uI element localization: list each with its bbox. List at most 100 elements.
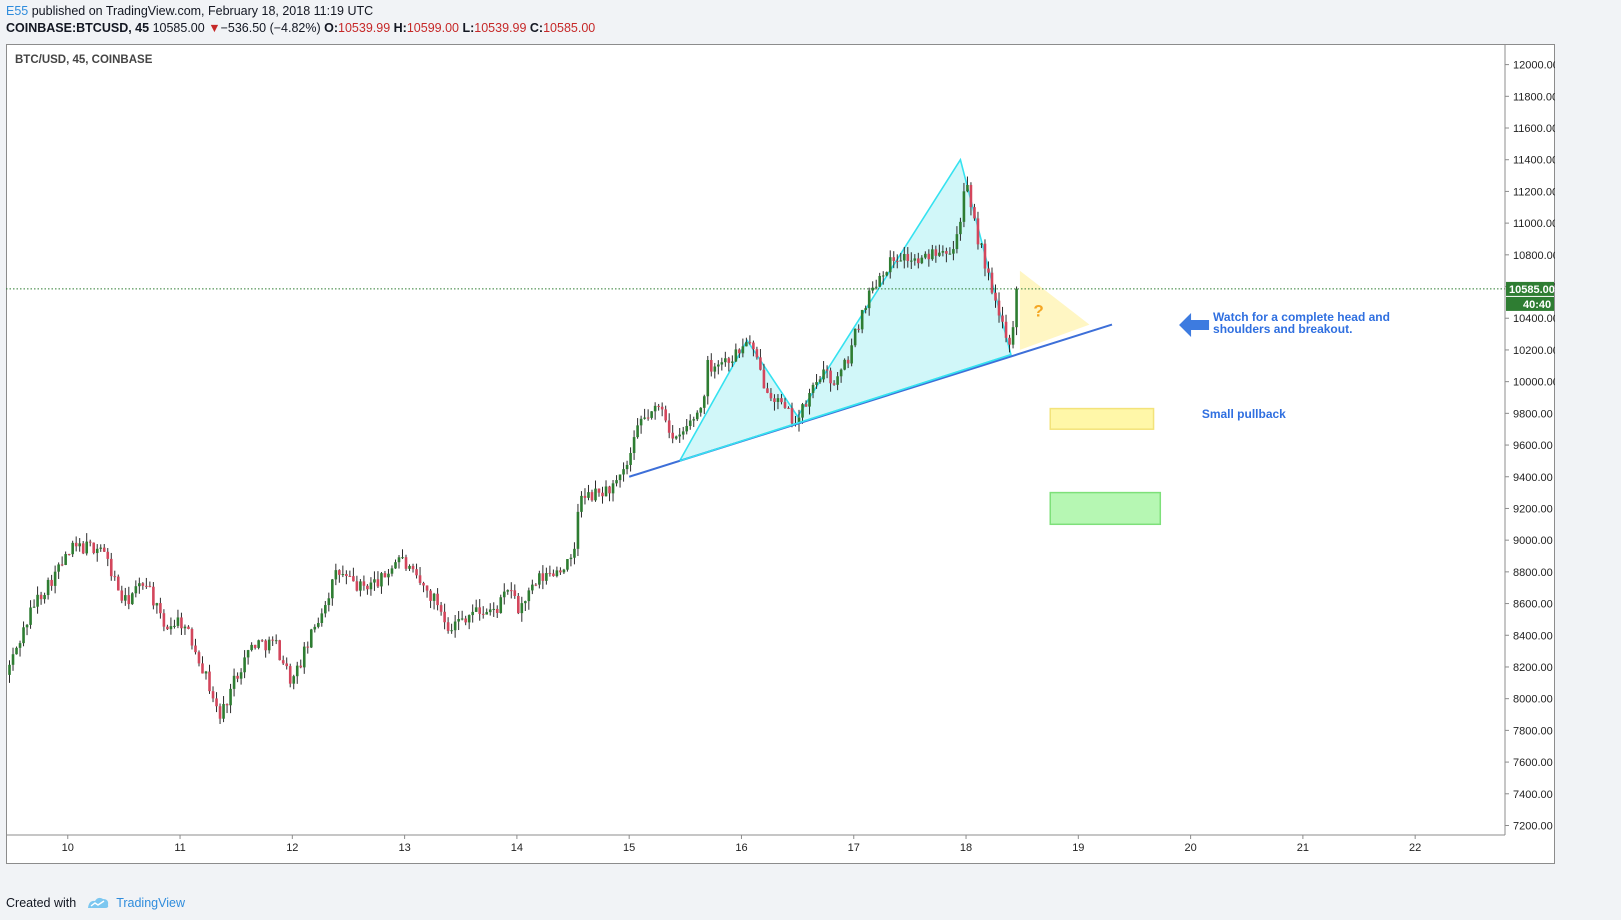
footer: Created with TradingView xyxy=(6,896,185,910)
candle xyxy=(762,369,766,389)
candle xyxy=(555,570,559,577)
candle xyxy=(902,254,906,261)
candle xyxy=(909,260,913,262)
candle xyxy=(32,606,36,608)
candle xyxy=(987,268,990,273)
candle xyxy=(95,548,99,554)
candle xyxy=(359,581,362,591)
candle xyxy=(457,618,460,622)
candle xyxy=(197,652,201,664)
candle xyxy=(74,542,78,547)
candle xyxy=(232,675,236,689)
candle xyxy=(369,582,373,590)
candle xyxy=(769,392,773,399)
candle xyxy=(962,191,966,222)
candle xyxy=(850,345,853,364)
candle xyxy=(931,249,934,260)
time-tick-label: 18 xyxy=(960,842,972,854)
candle xyxy=(713,366,717,372)
candle xyxy=(492,608,496,610)
time-tick-label: 15 xyxy=(623,842,635,854)
candle xyxy=(983,243,987,269)
candle xyxy=(467,615,471,623)
author-link[interactable]: E55 xyxy=(6,4,29,18)
candle xyxy=(302,646,306,668)
open-label: O: xyxy=(324,21,339,35)
candle xyxy=(650,411,653,418)
candle xyxy=(548,573,552,575)
candle xyxy=(660,406,664,410)
candle xyxy=(976,218,980,245)
tradingview-link[interactable]: TradingView xyxy=(116,896,185,910)
candle xyxy=(748,342,752,344)
candle xyxy=(415,569,418,576)
candle xyxy=(162,613,166,627)
price-tick-label: 9000.00 xyxy=(1513,535,1553,547)
candle xyxy=(692,419,696,421)
candle xyxy=(541,573,545,581)
candle xyxy=(527,590,531,602)
candle xyxy=(50,579,53,586)
candle xyxy=(783,402,787,408)
candle xyxy=(71,542,74,555)
candle xyxy=(495,608,499,613)
time-tick-label: 10 xyxy=(62,842,74,854)
candle xyxy=(990,272,994,293)
candle xyxy=(313,626,317,630)
candle xyxy=(646,417,650,419)
candle xyxy=(236,675,239,679)
question-mark-annotation: ? xyxy=(1033,302,1043,321)
candle xyxy=(720,362,724,365)
candle xyxy=(159,603,162,614)
candle xyxy=(559,570,562,573)
price-axis[interactable]: 12000.00 11800.00 11600.00 11400.00 11200.00… xyxy=(1504,44,1555,835)
candle xyxy=(639,418,643,426)
candle xyxy=(695,412,699,420)
candle xyxy=(267,639,271,651)
candle xyxy=(941,251,945,253)
candle xyxy=(709,359,713,372)
candle xyxy=(422,582,425,586)
candle xyxy=(166,626,169,630)
candle xyxy=(176,617,180,626)
high-value: 10599.00 xyxy=(406,21,459,35)
chart-canvas[interactable]: BTC/USD, 45, COINBASE Watch for a comple… xyxy=(6,44,1555,880)
candle xyxy=(738,349,741,354)
candle xyxy=(78,543,81,547)
candle xyxy=(243,657,246,673)
candle xyxy=(822,369,825,380)
price-tick-label: 10000.00 xyxy=(1513,377,1555,389)
time-axis[interactable]: 10 11 12 13 14 15 16 17 18 19 20 21 22 xyxy=(6,834,1505,854)
candle xyxy=(295,665,299,677)
candle xyxy=(278,640,281,661)
candle xyxy=(576,511,580,549)
candle xyxy=(64,554,67,565)
price-tick-label: 8200.00 xyxy=(1513,662,1553,674)
candle xyxy=(759,357,762,370)
candle xyxy=(376,579,380,587)
candle xyxy=(88,541,92,543)
price-tick-label: 7200.00 xyxy=(1513,820,1553,832)
candle xyxy=(1008,337,1011,345)
annotation-watch-text: Watch for a complete head and xyxy=(1213,310,1390,324)
left-arrow-icon xyxy=(1179,312,1210,337)
candle xyxy=(345,574,348,577)
candle xyxy=(260,640,264,642)
candle xyxy=(969,184,973,208)
candle xyxy=(327,598,331,606)
candle xyxy=(632,437,636,454)
candle xyxy=(913,258,917,261)
candle xyxy=(681,431,685,435)
candle xyxy=(246,650,250,658)
candle xyxy=(502,591,506,598)
candle xyxy=(836,376,839,385)
last-price: 10585.00 xyxy=(152,21,205,35)
candle xyxy=(281,660,285,664)
symbol-label: COINBASE:BTCUSD, 45 xyxy=(6,21,150,35)
chart-header: E55 published on TradingView.com, Februa… xyxy=(6,3,595,37)
candle xyxy=(611,483,615,494)
price-change: −536.50 (−4.82%) xyxy=(220,21,321,35)
candle xyxy=(657,405,660,407)
current-price-tag-label: 10585.00 xyxy=(1509,284,1555,296)
